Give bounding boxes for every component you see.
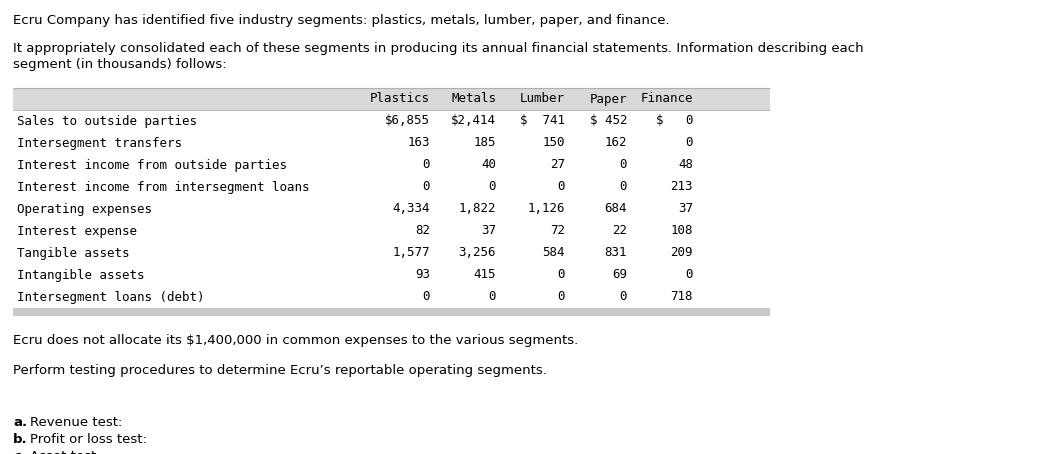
Text: 185: 185 <box>474 137 496 149</box>
Text: a.: a. <box>13 416 27 429</box>
Text: 0: 0 <box>488 181 496 193</box>
Text: 0: 0 <box>422 181 430 193</box>
Text: 37: 37 <box>678 202 693 216</box>
Text: Finance: Finance <box>640 93 693 105</box>
Text: 162: 162 <box>605 137 627 149</box>
Text: Tangible assets: Tangible assets <box>17 247 130 260</box>
Text: 209: 209 <box>671 247 693 260</box>
Text: 831: 831 <box>605 247 627 260</box>
Text: Lumber: Lumber <box>520 93 565 105</box>
Text: 0: 0 <box>619 158 627 172</box>
Text: Interest income from intersegment loans: Interest income from intersegment loans <box>17 181 309 193</box>
Text: Plastics: Plastics <box>370 93 430 105</box>
Text: Metals: Metals <box>451 93 496 105</box>
Text: Ecru does not allocate its $1,400,000 in common expenses to the various segments: Ecru does not allocate its $1,400,000 in… <box>13 334 578 347</box>
Text: 684: 684 <box>605 202 627 216</box>
Text: 40: 40 <box>481 158 496 172</box>
Text: 1,822: 1,822 <box>459 202 496 216</box>
Text: $6,855: $6,855 <box>385 114 430 128</box>
Text: 718: 718 <box>671 291 693 304</box>
Text: 72: 72 <box>550 224 565 237</box>
Text: 0: 0 <box>685 268 693 281</box>
Text: $  741: $ 741 <box>520 114 565 128</box>
Text: 69: 69 <box>612 268 627 281</box>
Text: Ecru Company has identified five industry segments: plastics, metals, lumber, pa: Ecru Company has identified five industr… <box>13 14 670 27</box>
Text: 0: 0 <box>619 181 627 193</box>
Text: b.: b. <box>13 433 27 446</box>
Text: Asset test:: Asset test: <box>30 450 101 454</box>
Text: 3,256: 3,256 <box>459 247 496 260</box>
Text: Operating expenses: Operating expenses <box>17 202 152 216</box>
Text: Intersegment loans (debt): Intersegment loans (debt) <box>17 291 204 304</box>
Text: 37: 37 <box>481 224 496 237</box>
Text: c.: c. <box>13 450 26 454</box>
Text: 415: 415 <box>474 268 496 281</box>
Text: 584: 584 <box>543 247 565 260</box>
Text: Paper: Paper <box>589 93 627 105</box>
Text: 0: 0 <box>685 137 693 149</box>
Text: 108: 108 <box>671 224 693 237</box>
Text: Intersegment transfers: Intersegment transfers <box>17 137 182 149</box>
Text: 163: 163 <box>408 137 430 149</box>
Text: 0: 0 <box>619 291 627 304</box>
Text: Sales to outside parties: Sales to outside parties <box>17 114 197 128</box>
Text: 0: 0 <box>558 291 565 304</box>
Text: segment (in thousands) follows:: segment (in thousands) follows: <box>13 58 226 71</box>
Text: It appropriately consolidated each of these segments in producing its annual fin: It appropriately consolidated each of th… <box>13 42 864 55</box>
Text: 27: 27 <box>550 158 565 172</box>
Text: 48: 48 <box>678 158 693 172</box>
Text: Interest expense: Interest expense <box>17 224 137 237</box>
Text: 4,334: 4,334 <box>393 202 430 216</box>
Text: $2,414: $2,414 <box>451 114 496 128</box>
Text: Interest income from outside parties: Interest income from outside parties <box>17 158 287 172</box>
Text: 0: 0 <box>558 181 565 193</box>
Text: 22: 22 <box>612 224 627 237</box>
Text: 150: 150 <box>543 137 565 149</box>
Text: $ 452: $ 452 <box>589 114 627 128</box>
Text: 93: 93 <box>415 268 430 281</box>
Text: Perform testing procedures to determine Ecru’s reportable operating segments.: Perform testing procedures to determine … <box>13 364 547 377</box>
Text: Intangible assets: Intangible assets <box>17 268 145 281</box>
Text: 213: 213 <box>671 181 693 193</box>
Text: 0: 0 <box>488 291 496 304</box>
Text: 0: 0 <box>558 268 565 281</box>
Text: Profit or loss test:: Profit or loss test: <box>30 433 147 446</box>
Text: 0: 0 <box>422 158 430 172</box>
Text: Revenue test:: Revenue test: <box>30 416 123 429</box>
Text: $   0: $ 0 <box>655 114 693 128</box>
Text: 82: 82 <box>415 224 430 237</box>
Text: 1,577: 1,577 <box>393 247 430 260</box>
Text: 0: 0 <box>422 291 430 304</box>
Text: 1,126: 1,126 <box>527 202 565 216</box>
